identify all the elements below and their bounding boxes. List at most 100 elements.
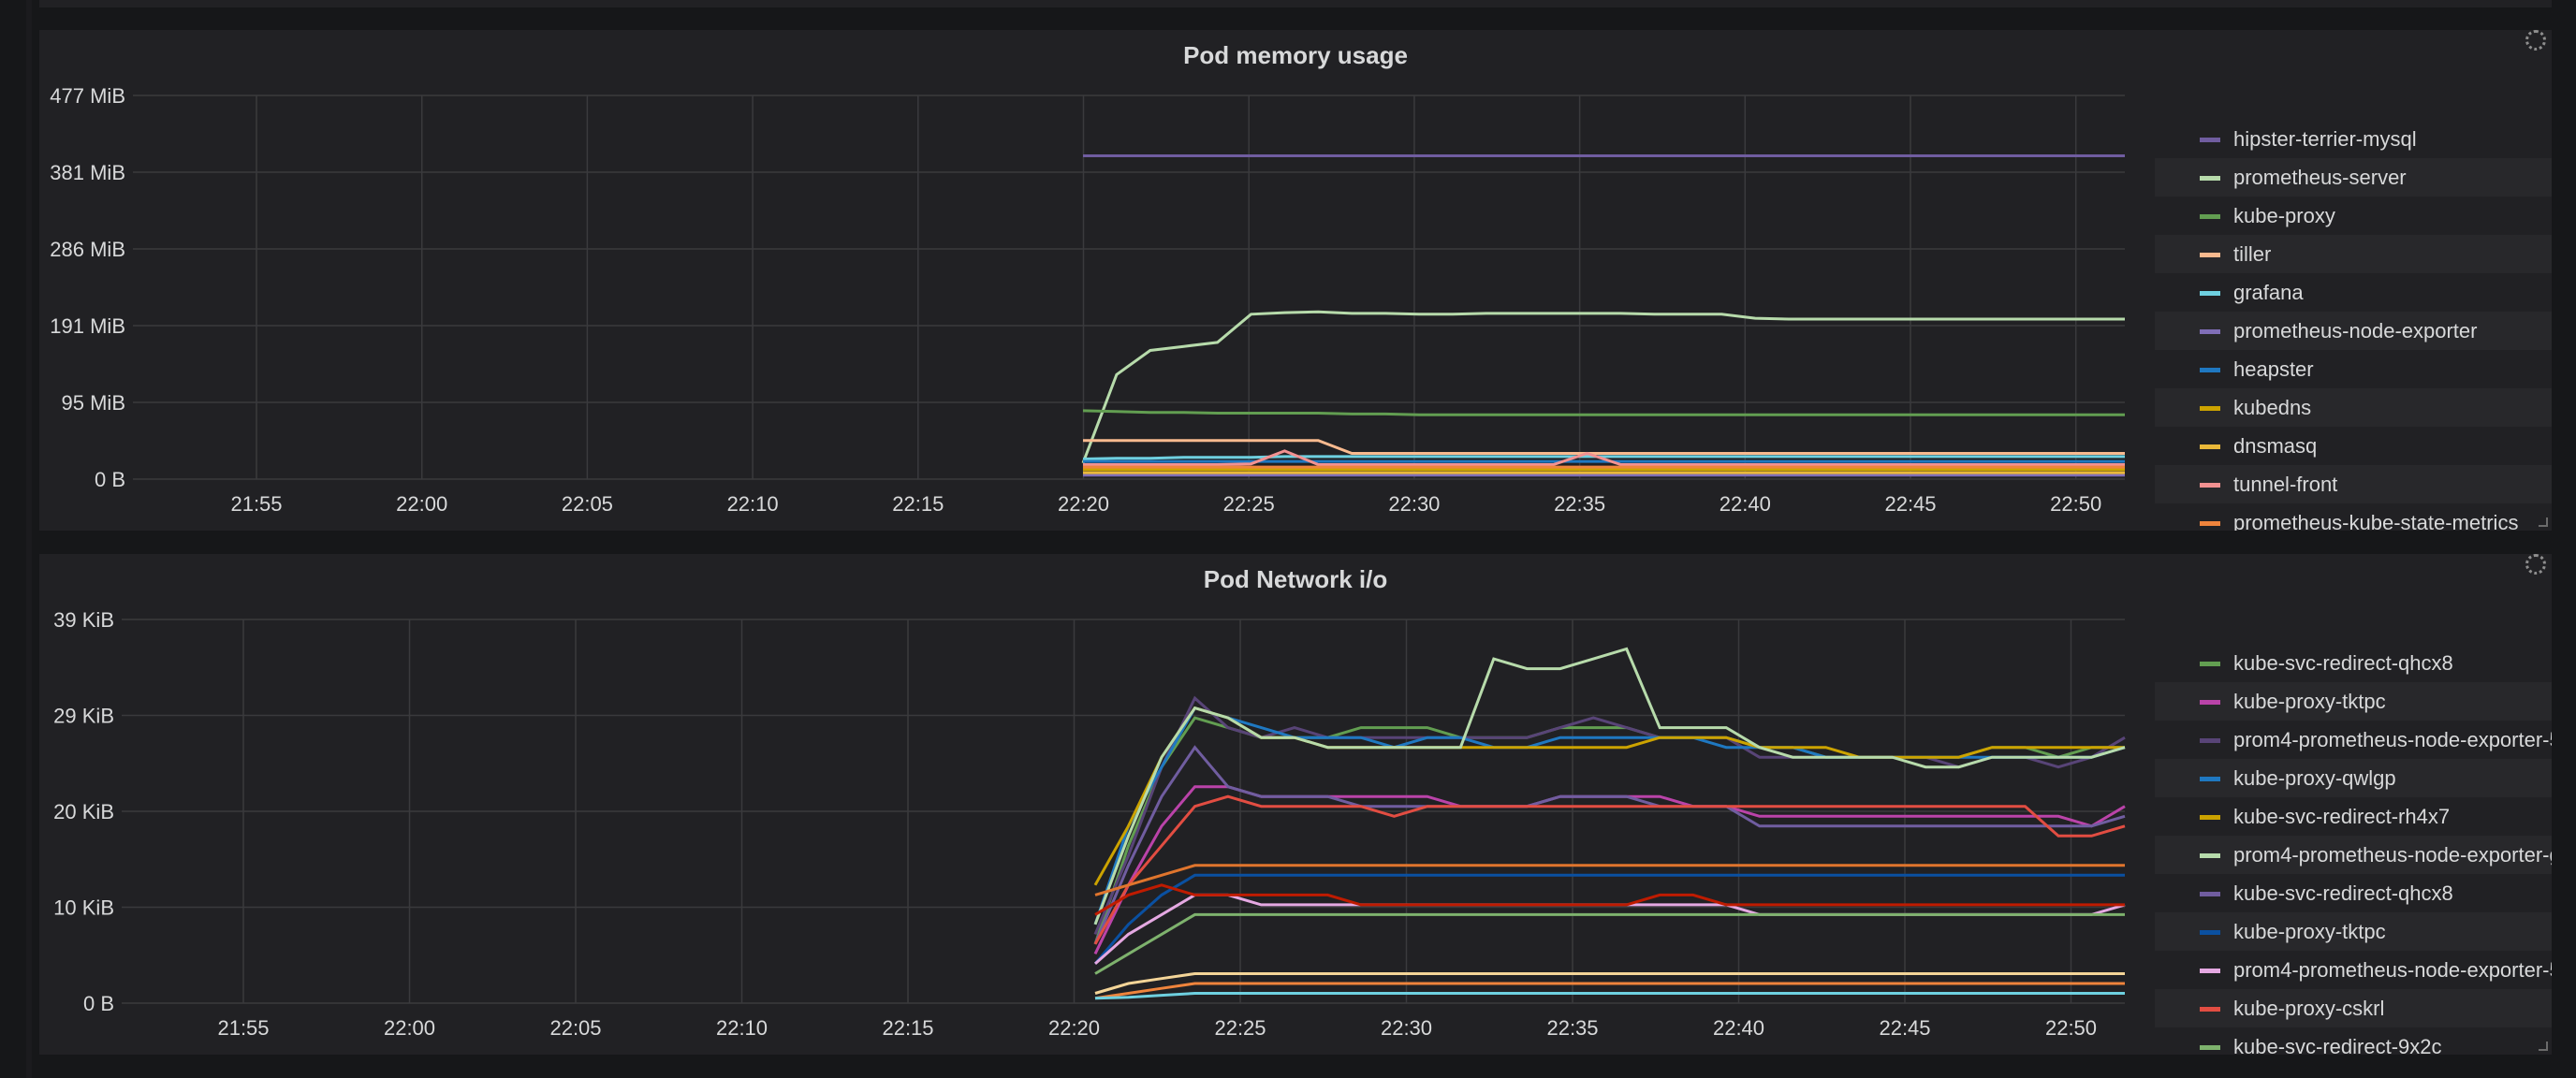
legend-item[interactable]: prom4-prometheus-node-exporter-5m (2155, 721, 2552, 759)
legend-item[interactable]: kube-svc-redirect-9x2c (2155, 1027, 2552, 1055)
legend-item[interactable]: kube-proxy-tktpc (2155, 912, 2552, 951)
x-tick-label: 22:40 (1720, 492, 1771, 516)
legend-item[interactable]: heapster (2155, 350, 2552, 388)
legend-label: tunnel-front (2233, 473, 2338, 496)
series-line (1082, 455, 2125, 460)
legend-item[interactable]: prom4-prometheus-node-exporter-5m (2155, 951, 2552, 989)
legend-item[interactable]: kube-proxy-cskrl (2155, 989, 2552, 1027)
x-tick-label: 22:05 (549, 1016, 601, 1040)
legend-label: prom4-prometheus-node-exporter-g7 (2233, 843, 2552, 867)
series-line (1094, 992, 2125, 1000)
x-tick-label: 22:45 (1884, 492, 1936, 516)
loading-spinner-icon (2525, 30, 2546, 51)
left-edge (26, 0, 32, 1078)
legend-swatch-icon (2200, 930, 2220, 935)
legend-swatch-icon (2200, 853, 2220, 858)
series-line (1093, 745, 2126, 945)
x-tick-label: 22:00 (396, 492, 447, 516)
y-tick-label: 286 MiB (50, 238, 125, 261)
legend-swatch-icon (2200, 329, 2220, 334)
legend-item[interactable]: tiller (2155, 235, 2552, 273)
series-line (1093, 716, 2125, 945)
y-tick-label: 191 MiB (50, 314, 125, 338)
x-tick-label: 21:55 (217, 1016, 269, 1040)
x-tick-label: 21:55 (230, 492, 282, 516)
legend-label: kube-proxy-cskrl (2233, 997, 2385, 1020)
legend-item[interactable]: tunnel-front (2155, 465, 2552, 503)
legend-item[interactable]: kube-proxy-tktpc (2155, 682, 2552, 721)
legend-label: dnsmasq (2233, 434, 2318, 458)
y-tick-label: 39 KiB (53, 608, 114, 632)
legend-swatch-icon (2200, 662, 2220, 666)
legend-item[interactable]: prometheus-kube-state-metrics (2155, 503, 2552, 531)
legend-item[interactable]: hipster-terrier-mysql (2155, 120, 2552, 158)
legend-label: kube-svc-redirect-qhcx8 (2233, 881, 2453, 905)
legend-label: kube-proxy-qwlgp (2233, 766, 2396, 790)
series-line (1094, 883, 2125, 916)
legend-swatch-icon (2200, 483, 2220, 488)
legend-label: prometheus-server (2233, 166, 2407, 189)
series-line (1094, 982, 2125, 1000)
legend-swatch-icon (2200, 368, 2220, 372)
x-tick-label: 22:05 (562, 492, 613, 516)
series-line (1081, 310, 2125, 464)
legend-swatch-icon (2200, 176, 2220, 181)
series-line (1094, 972, 2125, 995)
legend-item[interactable]: prometheus-server (2155, 158, 2552, 197)
memory-chart[interactable]: 477 MiB 381 MiB 286 MiB 191 MiB 95 MiB 0 B 21:… (39, 30, 2155, 531)
legend-label: tiller (2233, 242, 2272, 266)
x-tick-label: 22:30 (1381, 1016, 1432, 1040)
legend-label: kube-proxy (2233, 204, 2335, 227)
x-tick-label: 22:25 (1214, 1016, 1266, 1040)
resize-handle-icon[interactable] (2539, 1042, 2548, 1051)
legend-item[interactable]: kube-svc-redirect-qhcx8 (2155, 874, 2552, 912)
series-line (1093, 695, 2126, 935)
panel-title[interactable]: Pod Network i/o (1203, 565, 1388, 593)
x-tick-label: 22:50 (2050, 492, 2101, 516)
series-line (1093, 647, 2126, 925)
panel-title[interactable]: Pod memory usage (1183, 41, 1408, 69)
legend-label: prometheus-kube-state-metrics (2233, 511, 2519, 531)
legend-label: prom4-prometheus-node-exporter-5m (2233, 958, 2552, 982)
x-tick-label: 22:10 (727, 492, 779, 516)
legend-item[interactable]: prometheus-node-exporter (2155, 312, 2552, 350)
legend-item[interactable]: kube-proxy-qwlgp (2155, 759, 2552, 797)
legend-swatch-icon (2200, 815, 2220, 820)
legend-swatch-icon (2200, 892, 2220, 896)
legend-swatch-icon (2200, 291, 2220, 296)
x-tick-label: 22:20 (1048, 1016, 1100, 1040)
pod-memory-panel: Pod memory usage 477 MiB 381 MiB 286 MiB 19… (39, 30, 2552, 531)
y-tick-label: 0 B (95, 468, 125, 491)
legend-swatch-icon (2200, 214, 2220, 219)
y-tick-label: 381 MiB (50, 161, 125, 184)
y-tick-label: 95 MiB (62, 391, 125, 415)
resize-handle-icon[interactable] (2539, 517, 2548, 527)
legend-item[interactable]: kube-svc-redirect-qhcx8 (2155, 644, 2552, 682)
legend-swatch-icon (2200, 738, 2220, 743)
x-tick-label: 22:50 (2045, 1016, 2097, 1040)
network-chart[interactable]: 39 KiB 29 KiB 20 KiB 10 KiB 0 B 21:55 22:00 22:… (39, 554, 2155, 1055)
legend-item[interactable]: grafana (2155, 273, 2552, 312)
legend-item[interactable]: kube-proxy (2155, 197, 2552, 235)
network-legend: kube-svc-redirect-qhcx8 kube-proxy-tktpc p… (2155, 644, 2552, 1055)
legend-label: kube-svc-redirect-qhcx8 (2233, 651, 2453, 675)
legend-label: heapster (2233, 357, 2314, 381)
legend-label: kubedns (2233, 396, 2312, 419)
memory-legend: hipster-terrier-mysql prometheus-server ku… (2155, 120, 2552, 531)
x-tick-label: 22:00 (384, 1016, 435, 1040)
loading-spinner-icon (2525, 554, 2546, 575)
legend-item[interactable]: prom4-prometheus-node-exporter-g7 (2155, 836, 2552, 874)
legend-swatch-icon (2200, 521, 2220, 526)
x-tick-label: 22:10 (716, 1016, 768, 1040)
y-tick-label: 0 B (83, 992, 114, 1015)
x-tick-label: 22:25 (1223, 492, 1275, 516)
legend-item[interactable]: dnsmasq (2155, 427, 2552, 465)
x-tick-label: 22:15 (892, 492, 944, 516)
series-line (1093, 794, 2126, 945)
legend-label: hipster-terrier-mysql (2233, 127, 2417, 151)
legend-item[interactable]: kubedns (2155, 388, 2552, 427)
legend-item[interactable]: kube-svc-redirect-rh4x7 (2155, 797, 2552, 836)
legend-label: kube-svc-redirect-9x2c (2233, 1035, 2442, 1055)
legend-swatch-icon (2200, 253, 2220, 257)
legend-label: kube-svc-redirect-rh4x7 (2233, 805, 2451, 828)
